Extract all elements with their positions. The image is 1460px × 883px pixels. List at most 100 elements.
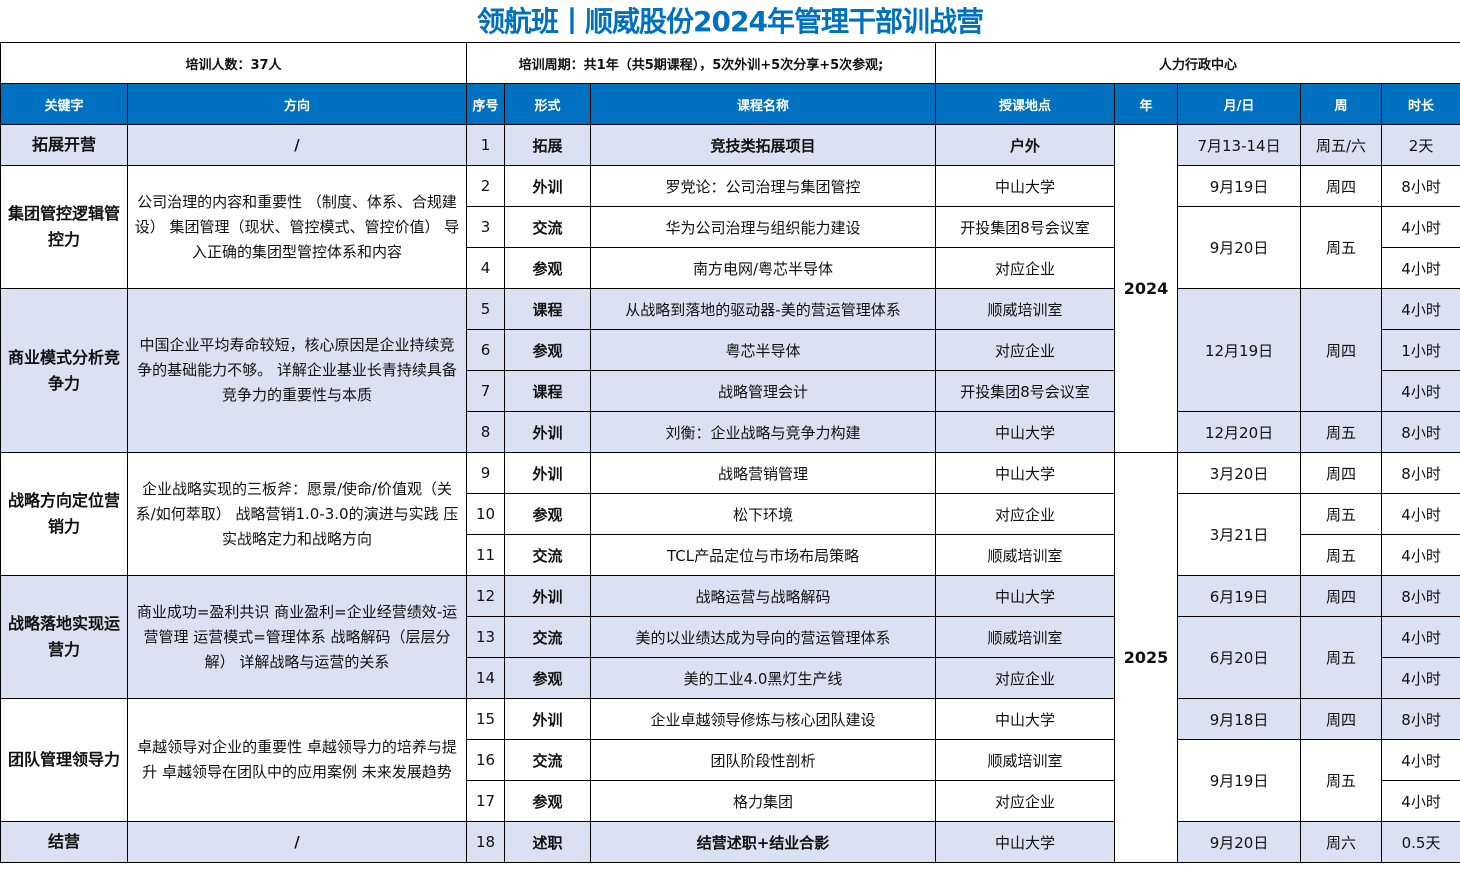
- weekday-cell[interactable]: 周四: [1300, 575, 1383, 617]
- date-cell[interactable]: 9月20日: [1177, 821, 1302, 863]
- duration-cell[interactable]: 4小时: [1381, 288, 1460, 330]
- duration-cell[interactable]: 4小时: [1381, 780, 1460, 822]
- location-cell[interactable]: 户外: [935, 124, 1116, 166]
- duration-cell[interactable]: 8小时: [1381, 575, 1460, 617]
- location-cell[interactable]: 中山大学: [935, 575, 1116, 617]
- weekday-cell[interactable]: 周五: [1300, 534, 1383, 576]
- location-cell[interactable]: 顺威培训室: [935, 534, 1116, 576]
- form-cell[interactable]: 交流: [504, 616, 591, 658]
- location-cell[interactable]: 对应企业: [935, 247, 1116, 289]
- course-name-cell[interactable]: 刘衡：企业战略与竞争力构建: [589, 411, 937, 453]
- year-cell[interactable]: 2024: [1114, 124, 1179, 453]
- date-cell[interactable]: 9月18日: [1177, 698, 1302, 740]
- duration-cell[interactable]: 4小时: [1381, 534, 1460, 576]
- duration-cell[interactable]: 2天: [1381, 124, 1460, 166]
- location-cell[interactable]: 对应企业: [935, 329, 1116, 371]
- weekday-cell[interactable]: 周四: [1300, 698, 1383, 740]
- form-cell[interactable]: 参观: [504, 247, 591, 289]
- location-cell[interactable]: 对应企业: [935, 493, 1116, 535]
- form-cell[interactable]: 参观: [504, 657, 591, 699]
- duration-cell[interactable]: 8小时: [1381, 411, 1460, 453]
- duration-cell[interactable]: 4小时: [1381, 493, 1460, 535]
- direction-cell[interactable]: 公司治理的内容和重要性 （制度、体系、合规建设） 集团管理（现状、管控模式、管控…: [127, 165, 467, 289]
- location-cell[interactable]: 顺威培训室: [935, 739, 1116, 781]
- form-cell[interactable]: 拓展: [504, 124, 591, 166]
- location-cell[interactable]: 开投集团8号会议室: [935, 206, 1116, 248]
- form-cell[interactable]: 述职: [504, 821, 591, 863]
- course-name-cell[interactable]: 战略营销管理: [589, 452, 937, 494]
- header-seq[interactable]: 序号: [466, 83, 505, 125]
- keyword-cell[interactable]: 拓展开营: [0, 124, 128, 166]
- date-cell[interactable]: 6月20日: [1177, 616, 1302, 699]
- period-cell[interactable]: 培训周期：共1年（共5期课程），5次外训+5次分享+5次参观;: [465, 42, 937, 84]
- header-date[interactable]: 月/日: [1177, 83, 1302, 125]
- direction-cell[interactable]: 企业战略实现的三板斧：愿景/使命/价值观（关系/如何萃取） 战略营销1.0-3.…: [127, 452, 467, 576]
- date-cell[interactable]: 9月19日: [1177, 739, 1302, 822]
- location-cell[interactable]: 中山大学: [935, 698, 1116, 740]
- location-cell[interactable]: 顺威培训室: [935, 616, 1116, 658]
- date-cell[interactable]: 12月19日: [1177, 288, 1302, 412]
- direction-cell[interactable]: /: [127, 124, 467, 166]
- form-cell[interactable]: 外训: [504, 452, 591, 494]
- form-cell[interactable]: 课程: [504, 288, 591, 330]
- course-name-cell[interactable]: 美的以业绩达成为导向的营运管理体系: [589, 616, 937, 658]
- course-name-cell[interactable]: 南方电网/粤芯半导体: [589, 247, 937, 289]
- seq-cell[interactable]: 5: [466, 288, 505, 330]
- keyword-cell[interactable]: 战略方向定位营销力: [0, 452, 128, 576]
- location-cell[interactable]: 中山大学: [935, 821, 1116, 863]
- seq-cell[interactable]: 14: [466, 657, 505, 699]
- form-cell[interactable]: 交流: [504, 534, 591, 576]
- location-cell[interactable]: 中山大学: [935, 411, 1116, 453]
- duration-cell[interactable]: 4小时: [1381, 616, 1460, 658]
- date-cell[interactable]: 9月20日: [1177, 206, 1302, 289]
- date-cell[interactable]: 3月21日: [1177, 493, 1302, 576]
- location-cell[interactable]: 顺威培训室: [935, 288, 1116, 330]
- location-cell[interactable]: 开投集团8号会议室: [935, 370, 1116, 412]
- location-cell[interactable]: 对应企业: [935, 657, 1116, 699]
- seq-cell[interactable]: 16: [466, 739, 505, 781]
- weekday-cell[interactable]: 周四: [1300, 452, 1383, 494]
- form-cell[interactable]: 课程: [504, 370, 591, 412]
- seq-cell[interactable]: 15: [466, 698, 505, 740]
- date-cell[interactable]: 12月20日: [1177, 411, 1302, 453]
- date-cell[interactable]: 3月20日: [1177, 452, 1302, 494]
- form-cell[interactable]: 交流: [504, 206, 591, 248]
- form-cell[interactable]: 参观: [504, 493, 591, 535]
- direction-cell[interactable]: 商业成功=盈利共识 商业盈利=企业经营绩效-运营管理 运营模式=管理体系 战略解…: [127, 575, 467, 699]
- seq-cell[interactable]: 9: [466, 452, 505, 494]
- header-weekday[interactable]: 周: [1300, 83, 1383, 125]
- weekday-cell[interactable]: 周六: [1300, 821, 1383, 863]
- direction-cell[interactable]: 中国企业平均寿命较短，核心原因是企业持续竞争的基础能力不够。 详解企业基业长青持…: [127, 288, 467, 453]
- keyword-cell[interactable]: 战略落地实现运营力: [0, 575, 128, 699]
- weekday-cell[interactable]: 周五/六: [1300, 124, 1383, 166]
- weekday-cell[interactable]: 周四: [1300, 288, 1383, 412]
- duration-cell[interactable]: 4小时: [1381, 739, 1460, 781]
- date-cell[interactable]: 6月19日: [1177, 575, 1302, 617]
- weekday-cell[interactable]: 周五: [1300, 411, 1383, 453]
- duration-cell[interactable]: 4小时: [1381, 657, 1460, 699]
- header-year[interactable]: 年: [1114, 83, 1179, 125]
- seq-cell[interactable]: 7: [466, 370, 505, 412]
- duration-cell[interactable]: 4小时: [1381, 370, 1460, 412]
- course-name-cell[interactable]: 罗党论：公司治理与集团管控: [589, 165, 937, 207]
- weekday-cell[interactable]: 周五: [1300, 493, 1383, 535]
- duration-cell[interactable]: 8小时: [1381, 165, 1460, 207]
- direction-cell[interactable]: /: [127, 821, 467, 863]
- participants-cell[interactable]: 培训人数：37人: [0, 42, 467, 84]
- course-name-cell[interactable]: 格力集团: [589, 780, 937, 822]
- seq-cell[interactable]: 11: [466, 534, 505, 576]
- header-course-name[interactable]: 课程名称: [589, 83, 937, 125]
- organizer-cell[interactable]: 人力行政中心: [935, 42, 1460, 84]
- course-name-cell[interactable]: 粤芯半导体: [589, 329, 937, 371]
- seq-cell[interactable]: 10: [466, 493, 505, 535]
- duration-cell[interactable]: 0.5天: [1381, 821, 1460, 863]
- seq-cell[interactable]: 1: [466, 124, 505, 166]
- seq-cell[interactable]: 13: [466, 616, 505, 658]
- header-duration[interactable]: 时长: [1381, 83, 1460, 125]
- course-name-cell[interactable]: 战略管理会计: [589, 370, 937, 412]
- form-cell[interactable]: 外训: [504, 411, 591, 453]
- course-name-cell[interactable]: 结营述职+结业合影: [589, 821, 937, 863]
- header-form[interactable]: 形式: [504, 83, 591, 125]
- form-cell[interactable]: 参观: [504, 329, 591, 371]
- duration-cell[interactable]: 8小时: [1381, 452, 1460, 494]
